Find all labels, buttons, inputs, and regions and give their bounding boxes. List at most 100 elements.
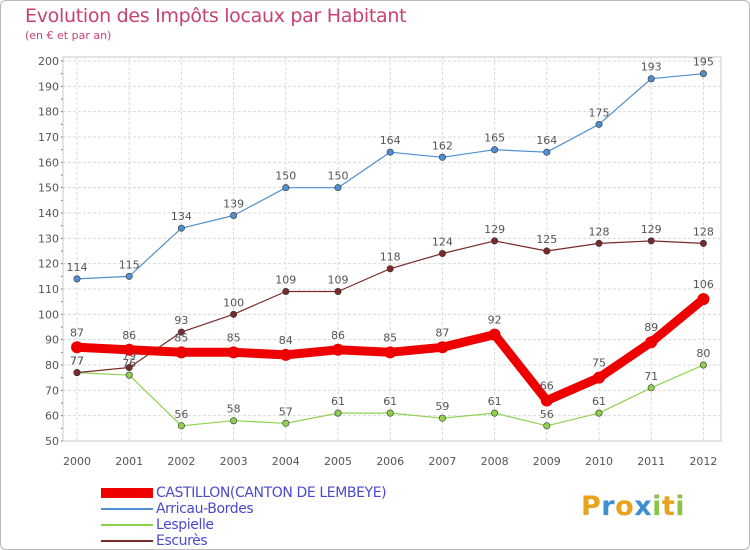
data-point — [73, 369, 81, 377]
data-label: 87 — [435, 326, 449, 339]
proxiti-logo: Proxiti — [581, 491, 685, 522]
y-tick-label: 100 — [38, 308, 59, 321]
data-label: 165 — [484, 132, 505, 145]
y-tick-label: 80 — [45, 359, 59, 372]
data-point — [71, 341, 83, 354]
data-label: 56 — [174, 408, 188, 421]
data-point — [491, 237, 499, 245]
data-label: 128 — [693, 225, 714, 238]
data-point — [543, 247, 551, 255]
data-point — [491, 146, 499, 154]
data-point — [125, 371, 133, 379]
data-label: 100 — [223, 296, 244, 309]
data-label: 125 — [536, 233, 557, 246]
y-tick-label: 170 — [38, 131, 59, 144]
logo-letter: o — [615, 491, 635, 522]
y-tick-label: 180 — [38, 106, 59, 119]
x-tick-label: 2011 — [637, 455, 665, 468]
y-tick-label: 190 — [38, 80, 59, 93]
y-tick-label: 140 — [38, 207, 59, 220]
data-point — [436, 341, 449, 354]
data-point — [595, 239, 603, 247]
data-label: 175 — [589, 106, 610, 119]
data-point — [177, 328, 185, 336]
data-label: 71 — [644, 370, 658, 383]
data-label: 150 — [328, 170, 349, 183]
y-tick-label: 50 — [45, 435, 59, 448]
data-label: 75 — [592, 357, 606, 370]
data-label: 84 — [279, 334, 293, 347]
logo-letter: t — [661, 491, 676, 522]
data-label: 76 — [122, 357, 136, 370]
data-point — [543, 422, 551, 430]
data-label: 61 — [383, 395, 397, 408]
data-label: 80 — [696, 347, 710, 360]
legend-swatch — [101, 508, 153, 510]
chart-subtitle: (en € et par an) — [25, 29, 112, 42]
logo-letter: i — [675, 491, 686, 522]
legend-swatch — [101, 488, 153, 498]
y-tick-label: 120 — [38, 258, 59, 271]
legend-label: Lespielle — [156, 517, 214, 533]
data-point — [334, 409, 342, 417]
logo-letter: x — [634, 491, 653, 522]
data-label: 124 — [432, 236, 453, 249]
data-point — [386, 409, 394, 417]
data-point — [699, 361, 707, 369]
x-tick-label: 2007 — [428, 455, 456, 468]
data-point — [488, 328, 501, 341]
data-label: 85 — [383, 331, 397, 344]
data-label: 66 — [540, 379, 554, 392]
data-label: 57 — [279, 405, 293, 418]
data-point — [595, 409, 603, 417]
legend-label: Escurès — [156, 533, 208, 549]
data-label: 61 — [331, 395, 345, 408]
data-point — [384, 346, 397, 359]
data-label: 86 — [122, 329, 136, 342]
x-tick-label: 2009 — [533, 455, 561, 468]
x-tick-label: 2012 — [689, 455, 717, 468]
x-tick-label: 2001 — [115, 455, 143, 468]
data-label: 106 — [693, 278, 714, 291]
data-label: 109 — [275, 274, 296, 287]
data-label: 77 — [70, 355, 84, 368]
data-label: 164 — [380, 134, 401, 147]
data-label: 150 — [275, 170, 296, 183]
data-label: 77 — [70, 355, 84, 368]
legend-swatch — [101, 524, 153, 526]
data-label: 109 — [328, 274, 349, 287]
data-point — [595, 120, 603, 128]
x-tick-label: 2008 — [481, 455, 509, 468]
data-label: 162 — [432, 139, 453, 152]
data-label: 114 — [67, 261, 88, 274]
data-label: 139 — [223, 198, 244, 211]
data-label: 195 — [693, 56, 714, 69]
data-point — [386, 265, 394, 273]
y-tick-label: 130 — [38, 232, 59, 245]
data-point — [332, 343, 344, 356]
data-label: 56 — [540, 408, 554, 421]
data-point — [177, 224, 185, 232]
x-tick-label: 2006 — [376, 455, 404, 468]
data-label: 193 — [641, 61, 662, 74]
logo-letter: i — [652, 491, 662, 522]
x-tick-label: 2010 — [585, 455, 613, 468]
data-point — [645, 336, 658, 349]
chart-title: Evolution des Impôts locaux par Habitant — [25, 5, 407, 27]
data-point — [697, 293, 710, 306]
data-point — [647, 75, 655, 83]
data-label: 115 — [119, 258, 140, 271]
logo-letter: P — [581, 491, 602, 522]
data-point — [491, 409, 499, 417]
data-point — [438, 250, 446, 258]
data-label: 93 — [174, 314, 188, 327]
data-point — [647, 237, 655, 245]
y-tick-label: 110 — [38, 283, 59, 296]
legend-label: Arricau-Bordes — [156, 501, 254, 517]
data-point — [230, 310, 238, 318]
logo-letter: r — [601, 491, 616, 522]
legend-swatch — [101, 540, 153, 542]
data-label: 134 — [171, 210, 192, 223]
x-tick-label: 2002 — [167, 455, 195, 468]
